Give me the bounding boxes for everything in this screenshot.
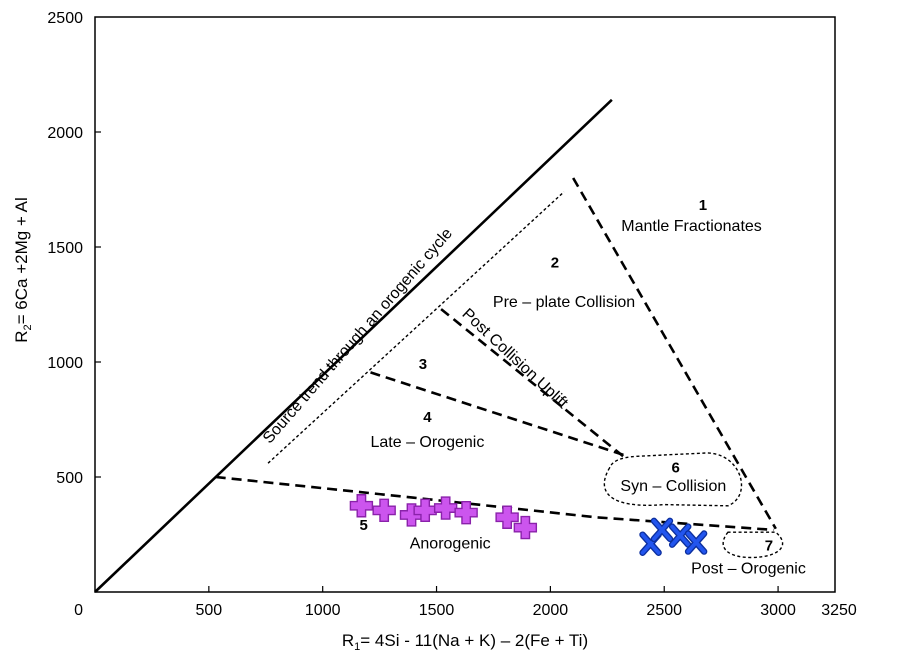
x-tick-label: 2500 — [646, 602, 682, 619]
data-point-plus — [433, 496, 458, 520]
y-tick-label: 2000 — [47, 125, 83, 142]
data-point-plus — [349, 494, 374, 518]
y-tick-label: 1500 — [47, 240, 83, 257]
data-point-plus — [513, 515, 538, 540]
y-axis-title: R2= 6Ca +2Mg + Al — [12, 197, 34, 343]
field-7-name: Post – Orogenic — [691, 561, 806, 578]
y-tick-label: 500 — [56, 470, 83, 487]
syn-collision-field — [603, 452, 743, 507]
field-7-number: 7 — [765, 538, 773, 555]
data-point-cross — [684, 530, 708, 555]
field-6-number: 6 — [671, 459, 679, 476]
data-point-plus — [454, 500, 478, 525]
field-6-name: Syn – Collision — [620, 478, 726, 495]
mantle-boundary — [572, 177, 777, 530]
x-tick-label: 1000 — [305, 602, 341, 619]
field-4-number: 4 — [423, 409, 432, 426]
post-collision-boundary — [440, 308, 625, 458]
x-tick-label: 0 — [74, 602, 83, 619]
field-5-name: Anorogenic — [410, 535, 491, 552]
x-tick-label: 2000 — [533, 602, 569, 619]
field-1-name: Mantle Fractionates — [621, 218, 762, 235]
x-tick-label: 3000 — [760, 602, 796, 619]
boundary-solid-line — [94, 98, 613, 593]
field-2-number: 2 — [551, 255, 559, 272]
post-orogenic-field — [722, 531, 784, 559]
x-tick-label: 500 — [195, 602, 222, 619]
data-point-cross — [650, 517, 674, 543]
source-trend-line — [267, 191, 565, 464]
field-1-number: 1 — [699, 197, 707, 214]
x-axis-title: R1= 4Si - 11(Na + K) – 2(Fe + Ti) — [342, 631, 588, 653]
data-point-plus — [413, 498, 437, 523]
late-orogenic-boundary — [370, 371, 629, 458]
data-point-plus — [495, 505, 519, 529]
field-4-name: Late – Orogenic — [371, 434, 485, 451]
field-2-name: Pre – plate Collision — [493, 294, 635, 311]
y-tick-label: 1000 — [47, 355, 83, 372]
data-point-cross — [668, 523, 692, 548]
y-tick-label: 2500 — [47, 10, 83, 27]
x-tick-label: 1500 — [419, 602, 455, 619]
x-tick-label: 3250 — [821, 602, 857, 619]
data-point-plus — [372, 498, 396, 523]
field-3-number: 3 — [419, 356, 427, 373]
field-5-number: 5 — [360, 517, 368, 534]
plot-area — [94, 16, 836, 593]
